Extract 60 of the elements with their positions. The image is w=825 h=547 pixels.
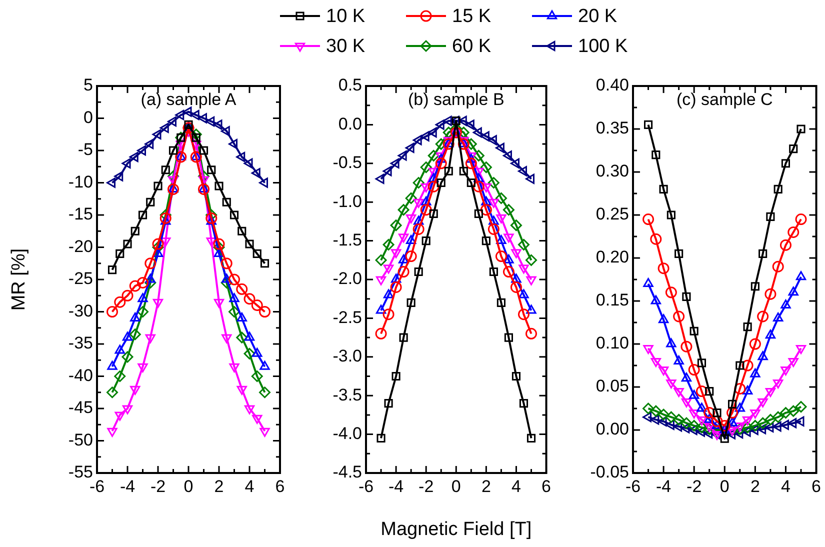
y-tick-label: -1.0: [332, 192, 362, 211]
x-tick-label: 4: [780, 476, 790, 496]
y-tick-label: 5: [84, 76, 93, 95]
y-tick-label: 0.35: [596, 118, 629, 138]
y-tick-label: 0.15: [596, 290, 629, 310]
y-tick-label: -25: [68, 269, 93, 288]
y-tick-label: -1.5: [332, 230, 362, 250]
y-tick-label: 0.05: [596, 376, 629, 396]
y-axis-title: MR [%]: [8, 248, 30, 311]
x-tick-label: 6: [812, 476, 822, 496]
x-tick-label: -2: [686, 476, 702, 496]
x-tick-label: 6: [275, 476, 285, 496]
x-tick-label: -4: [120, 476, 136, 496]
x-tick-label: -4: [656, 476, 672, 496]
y-tick-label: 0.0: [338, 114, 362, 134]
y-tick-label: -30: [68, 301, 93, 320]
legend-label: 15 K: [452, 6, 492, 28]
y-tick-label: -40: [68, 366, 93, 385]
y-tick-label: -2.0: [332, 269, 362, 288]
chart-title: (a) sample A: [140, 90, 237, 110]
y-tick-label: 0.40: [596, 76, 629, 95]
chart-title: (c) sample C: [676, 90, 773, 110]
x-tick-label: -2: [418, 476, 434, 496]
y-tick-label: -20: [68, 236, 93, 256]
y-tick-label: -35: [68, 334, 93, 353]
x-tick-label: 4: [244, 476, 254, 496]
x-tick-label: 2: [481, 476, 491, 496]
x-tick-label: 2: [214, 476, 224, 496]
y-tick-label: 0.25: [596, 204, 629, 224]
x-tick-label: 6: [542, 476, 552, 496]
x-tick-label: -4: [388, 476, 404, 496]
y-tick-label: -50: [68, 430, 93, 450]
x-tick-label: 4: [511, 476, 521, 496]
legend-label: 30 K: [326, 36, 366, 58]
y-tick-label: -2.5: [332, 308, 362, 327]
y-tick-label: 0: [84, 108, 93, 127]
legend-label: 10 K: [326, 6, 366, 28]
y-tick-label: -15: [68, 204, 93, 224]
y-tick-label: -5: [78, 140, 93, 160]
y-tick-label: -3.5: [332, 385, 362, 404]
y-tick-label: 0.20: [596, 248, 629, 267]
y-tick-label: 0.5: [338, 76, 362, 95]
y-tick-label: -45: [68, 398, 93, 418]
y-tick-label: -4.0: [332, 424, 362, 443]
chart-title: (b) sample B: [408, 90, 504, 110]
legend-label: 100 K: [578, 36, 628, 58]
y-tick-label: -3.0: [332, 346, 362, 366]
x-tick-label: 0: [184, 476, 194, 496]
x-tick-label: 0: [720, 476, 730, 496]
legend-label: 20 K: [578, 6, 618, 28]
x-tick-label: 0: [451, 476, 461, 496]
x-tick-label: -2: [150, 476, 166, 496]
y-tick-label: 0.00: [596, 420, 629, 439]
y-tick-label: 0.30: [596, 162, 629, 181]
y-tick-label: 0.10: [596, 334, 629, 353]
y-tick-label: -0.5: [332, 153, 362, 172]
legend-label: 60 K: [452, 36, 492, 58]
x-axis-title: Magnetic Field [T]: [380, 518, 532, 540]
x-tick-label: 2: [750, 476, 760, 496]
y-tick-label: -10: [68, 172, 93, 192]
